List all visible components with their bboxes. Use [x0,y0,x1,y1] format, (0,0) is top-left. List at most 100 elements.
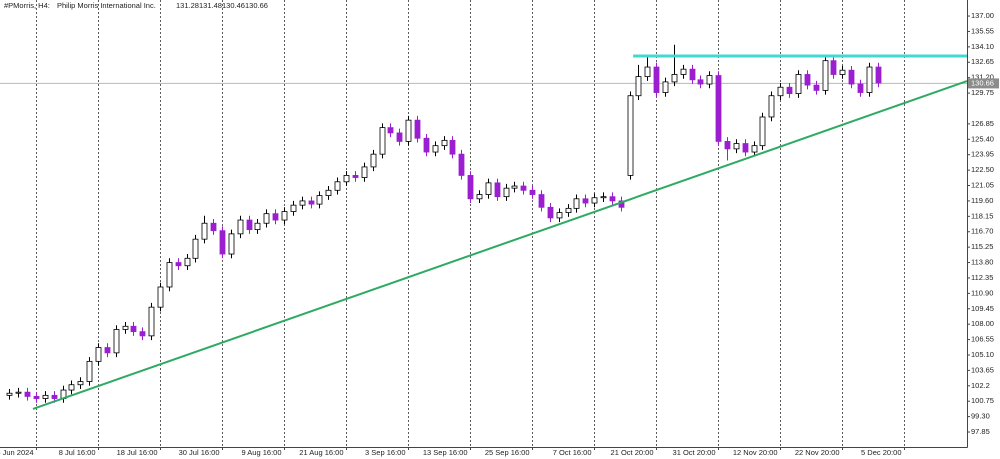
candle-body [697,79,704,85]
candle-body [343,175,350,183]
candle-body [511,185,518,189]
candle-body [361,166,368,178]
y-tick-label: 137.00 [971,11,994,20]
candle-body [15,391,22,394]
y-tick-label: 125.40 [971,134,994,143]
axes: 97.85 99.30 100.75 102.2 103.65 105.10 106.55 1… [0,11,999,457]
y-tick-label: 123.95 [971,150,994,159]
candle-body [458,153,465,176]
y-tick-label: 132.65 [971,57,994,66]
y-tick-label: 106.55 [971,335,994,344]
candle-body [600,196,607,199]
candle-body [308,200,315,205]
candle-body [538,194,545,208]
candle-body [24,391,31,397]
y-tick-label: 122.50 [971,165,994,174]
y-tick-label: 109.45 [971,304,994,313]
candle-body [42,394,49,399]
candle-body [423,137,430,153]
candle-body [68,384,75,391]
candle-body [742,143,749,153]
y-tick-label: 129.75 [971,88,994,97]
candle-body [875,66,882,84]
candle-body [653,66,660,93]
candle-body [467,175,474,200]
candle-body [866,66,873,93]
candle-body [175,262,182,267]
candle-body [635,76,642,97]
candle-body [706,75,713,85]
y-tick-label: 110.90 [971,288,993,297]
last-price-label: 130.66 [971,78,994,87]
candle-body [822,60,829,91]
candle-body [201,222,208,240]
header-high: 131.48 [199,1,222,10]
x-tick-label: 24 Jun 2024 [0,448,34,457]
candle-body [210,222,217,232]
candle-body [795,74,802,95]
candle-body [573,198,580,209]
y-tick-label: 121.05 [971,180,994,189]
last-price-box [968,78,999,89]
candle-body [582,198,589,204]
candle-body [759,116,766,147]
x-tick-label: 25 Sep 16:00 [485,448,530,457]
candle-body [848,69,855,85]
candle-body [751,145,758,153]
candle-body [565,207,572,214]
x-tick-label: 30 Jul 16:00 [179,448,220,457]
candle-body [130,325,137,333]
candle-body [396,132,403,142]
candle-body [379,127,386,155]
candle-body [777,86,784,97]
candle-body [166,262,173,288]
candle-body [272,213,279,221]
x-tick-label: 5 Dec 20:00 [861,448,901,457]
candle-body [715,75,722,142]
candle-body [86,360,93,382]
y-tick-label: 115.25 [971,242,993,251]
candle-body [228,233,235,255]
candle-body [325,189,332,197]
candle-body [689,68,696,81]
candle-body [591,197,598,204]
candle-body [485,182,492,195]
candle-body [644,66,651,78]
candle-body [290,204,297,212]
candle-body [414,119,421,139]
y-tick-label: 100.75 [971,396,994,405]
candle-body [139,331,146,337]
candle-body [449,139,456,155]
candle-body [441,139,448,147]
x-tick-label: 22 Nov 20:00 [795,448,840,457]
trendline [32,80,968,410]
y-tick-label: 126.85 [971,119,994,128]
candle-body [671,74,678,83]
candle-body [405,119,412,142]
candle-body [316,195,323,205]
y-tick-label: 118.15 [971,211,993,220]
candle-body [724,141,731,150]
candle-body [733,143,740,150]
x-tick-label: 18 Jul 16:00 [117,448,158,457]
candle-body [857,83,864,93]
candle-body [503,187,510,198]
candle-body [352,175,359,178]
candle-body [839,69,846,75]
candle-body [77,381,84,386]
candle-body [768,95,775,118]
candle-body [830,60,837,75]
y-tick-label: 135.55 [971,26,994,35]
header-close: 130.66 [245,1,268,10]
header-open: 131.28 [176,1,199,10]
candle-body [627,95,634,176]
candle-body [104,347,111,354]
y-tick-label: 102.2 [971,381,990,390]
candle-body [476,194,483,200]
candle-body [237,219,244,235]
candle-body [192,238,199,259]
x-tick-label: 13 Sep 16:00 [423,448,468,457]
y-tick-label: 119.60 [971,196,993,205]
y-tick-label: 108.00 [971,319,994,328]
